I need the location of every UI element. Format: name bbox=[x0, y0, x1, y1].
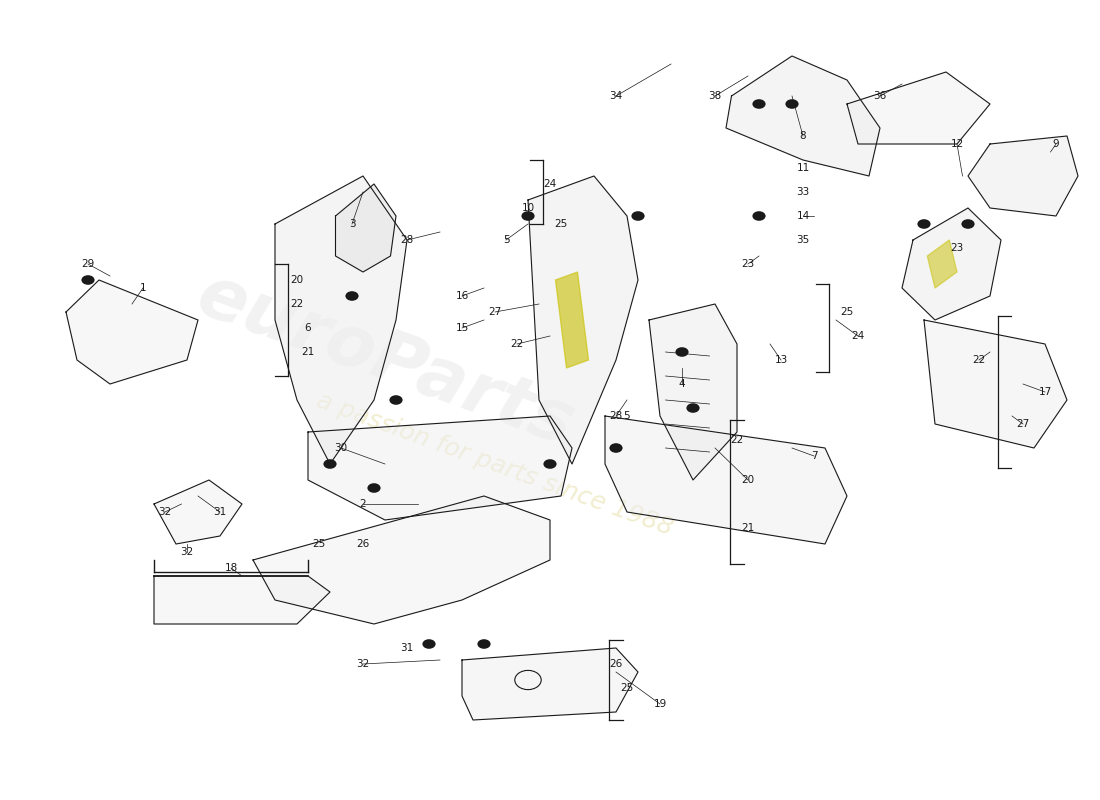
Circle shape bbox=[477, 639, 491, 649]
Circle shape bbox=[389, 395, 403, 405]
Text: 19: 19 bbox=[653, 699, 667, 709]
Circle shape bbox=[752, 99, 766, 109]
Text: 27: 27 bbox=[1016, 419, 1030, 429]
Text: 24: 24 bbox=[851, 331, 865, 341]
Polygon shape bbox=[336, 184, 396, 272]
Text: euroParts: euroParts bbox=[187, 260, 583, 460]
Text: 32: 32 bbox=[180, 547, 194, 557]
Polygon shape bbox=[253, 496, 550, 624]
Text: 11: 11 bbox=[796, 163, 810, 173]
Text: 35: 35 bbox=[796, 235, 810, 245]
Circle shape bbox=[521, 211, 535, 221]
Circle shape bbox=[609, 443, 623, 453]
Text: 21: 21 bbox=[301, 347, 315, 357]
Polygon shape bbox=[924, 320, 1067, 448]
Circle shape bbox=[323, 459, 337, 469]
Text: 30: 30 bbox=[334, 443, 348, 453]
Text: 22: 22 bbox=[510, 339, 524, 349]
Polygon shape bbox=[902, 208, 1001, 320]
Polygon shape bbox=[968, 136, 1078, 216]
Polygon shape bbox=[649, 304, 737, 480]
Text: 23: 23 bbox=[741, 259, 755, 269]
Text: 22: 22 bbox=[972, 355, 986, 365]
Polygon shape bbox=[275, 176, 407, 464]
Polygon shape bbox=[154, 576, 330, 624]
Polygon shape bbox=[605, 416, 847, 544]
Circle shape bbox=[543, 459, 557, 469]
Text: 25: 25 bbox=[554, 219, 568, 229]
Text: 24: 24 bbox=[543, 179, 557, 189]
Text: 14: 14 bbox=[796, 211, 810, 221]
Polygon shape bbox=[462, 648, 638, 720]
Circle shape bbox=[961, 219, 975, 229]
Polygon shape bbox=[847, 72, 990, 144]
Text: 20: 20 bbox=[741, 475, 755, 485]
Text: 21: 21 bbox=[741, 523, 755, 533]
Text: 28: 28 bbox=[609, 411, 623, 421]
Polygon shape bbox=[66, 280, 198, 384]
Text: 33: 33 bbox=[796, 187, 810, 197]
Text: 25: 25 bbox=[312, 539, 326, 549]
Text: 26: 26 bbox=[356, 539, 370, 549]
Text: 32: 32 bbox=[158, 507, 172, 517]
Text: 36: 36 bbox=[873, 91, 887, 101]
Text: 25: 25 bbox=[840, 307, 854, 317]
Text: 38: 38 bbox=[708, 91, 722, 101]
Text: 5: 5 bbox=[624, 411, 630, 421]
Text: 28: 28 bbox=[400, 235, 414, 245]
Circle shape bbox=[81, 275, 95, 285]
Circle shape bbox=[367, 483, 381, 493]
Text: 13: 13 bbox=[774, 355, 788, 365]
Text: 2: 2 bbox=[360, 499, 366, 509]
Circle shape bbox=[631, 211, 645, 221]
Text: 17: 17 bbox=[1038, 387, 1052, 397]
Circle shape bbox=[345, 291, 359, 301]
Text: 10: 10 bbox=[521, 203, 535, 213]
Text: 4: 4 bbox=[679, 379, 685, 389]
Text: a passion for parts since 1988: a passion for parts since 1988 bbox=[314, 388, 676, 540]
Polygon shape bbox=[556, 272, 588, 368]
Text: 20: 20 bbox=[290, 275, 304, 285]
Text: 5: 5 bbox=[503, 235, 509, 245]
Text: 31: 31 bbox=[213, 507, 227, 517]
Text: 34: 34 bbox=[609, 91, 623, 101]
Polygon shape bbox=[154, 480, 242, 544]
Polygon shape bbox=[927, 240, 957, 288]
Text: 26: 26 bbox=[609, 659, 623, 669]
Circle shape bbox=[752, 211, 766, 221]
Circle shape bbox=[422, 639, 436, 649]
Text: 27: 27 bbox=[488, 307, 502, 317]
Text: 3: 3 bbox=[349, 219, 355, 229]
Text: 31: 31 bbox=[400, 643, 414, 653]
Circle shape bbox=[675, 347, 689, 357]
Text: 22: 22 bbox=[290, 299, 304, 309]
Text: 23: 23 bbox=[950, 243, 964, 253]
Polygon shape bbox=[528, 176, 638, 464]
Text: 18: 18 bbox=[224, 563, 238, 573]
Text: 9: 9 bbox=[1053, 139, 1059, 149]
Text: 16: 16 bbox=[455, 291, 469, 301]
Text: 12: 12 bbox=[950, 139, 964, 149]
Text: 1: 1 bbox=[140, 283, 146, 293]
Polygon shape bbox=[308, 416, 572, 520]
Circle shape bbox=[785, 99, 799, 109]
Circle shape bbox=[686, 403, 700, 413]
Text: 29: 29 bbox=[81, 259, 95, 269]
Text: 7: 7 bbox=[811, 451, 817, 461]
Text: 25: 25 bbox=[620, 683, 634, 693]
Text: 22: 22 bbox=[730, 435, 744, 445]
Circle shape bbox=[917, 219, 931, 229]
Text: 8: 8 bbox=[800, 131, 806, 141]
Text: 6: 6 bbox=[305, 323, 311, 333]
Polygon shape bbox=[726, 56, 880, 176]
Text: 32: 32 bbox=[356, 659, 370, 669]
Text: 15: 15 bbox=[455, 323, 469, 333]
